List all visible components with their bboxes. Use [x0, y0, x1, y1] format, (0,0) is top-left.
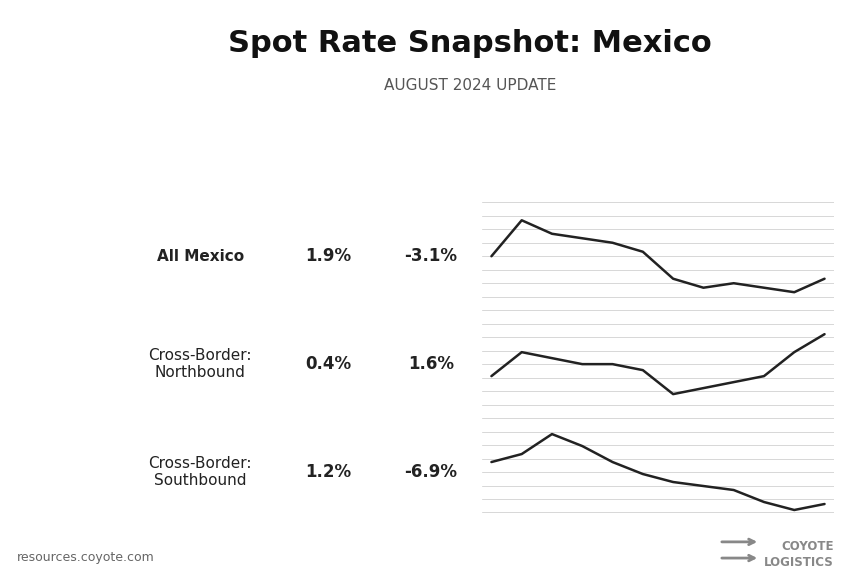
Text: AUGUST 2024 UPDATE: AUGUST 2024 UPDATE — [384, 78, 557, 93]
Text: Cross-Border:
Northbound: Cross-Border: Northbound — [149, 348, 252, 380]
Text: resources.coyote.com: resources.coyote.com — [17, 551, 155, 564]
Text: All Mexico: All Mexico — [156, 249, 244, 264]
Text: 1.2%: 1.2% — [305, 463, 351, 481]
Text: -6.9%: -6.9% — [404, 463, 457, 481]
Text: Spot Rate Snapshot: Mexico: Spot Rate Snapshot: Mexico — [228, 29, 712, 58]
Text: vs. Last
Year: vs. Last Year — [401, 145, 461, 176]
Text: -3.1%: -3.1% — [404, 247, 457, 265]
Text: COYOTE
LOGISTICS: COYOTE LOGISTICS — [764, 540, 834, 569]
Text: vs. Last
Month: vs. Last Month — [298, 145, 358, 176]
Text: 1.9%: 1.9% — [305, 247, 351, 265]
Text: Cross-Border:
Southbound: Cross-Border: Southbound — [149, 456, 252, 488]
Text: 12-Month Trendline: 12-Month Trendline — [567, 151, 749, 169]
Text: 1.6%: 1.6% — [408, 355, 454, 373]
Text: 0.4%: 0.4% — [305, 355, 351, 373]
